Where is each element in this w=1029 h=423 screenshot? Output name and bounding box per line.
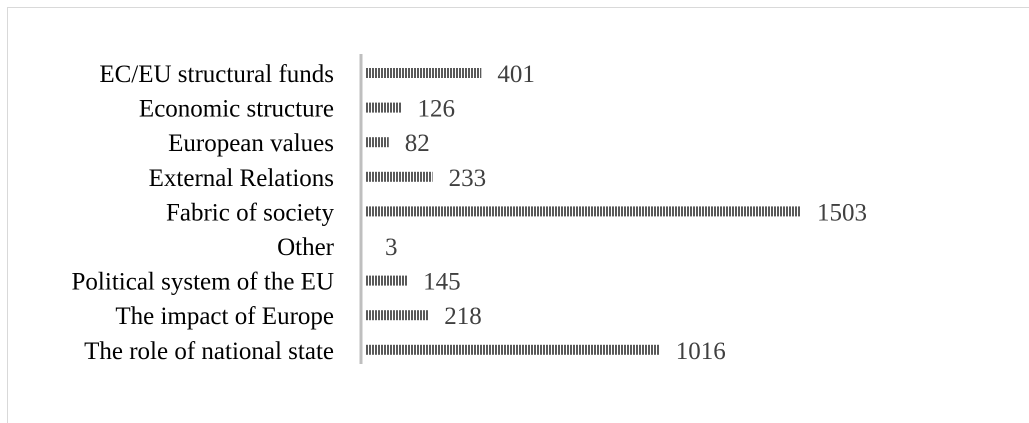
bar [365,206,801,217]
category-label: The impact of Europe [115,303,334,330]
bar [365,137,389,148]
value-label: 218 [444,303,482,330]
category-label: Fabric of society [166,199,335,226]
category-label: The role of national state [84,338,334,365]
value-label: 3 [385,234,398,261]
labels-layer: EC/EU structural funds 401 Economic struct… [72,61,867,365]
bar [365,102,402,113]
value-label: 1503 [817,199,867,226]
bar [365,68,482,78]
category-label: EC/EU structural funds [99,61,334,88]
bars-layer [365,68,801,355]
category-label: External Relations [149,165,334,192]
value-label: 401 [497,61,535,88]
value-label: 1016 [676,338,726,365]
bar [365,344,660,355]
category-label: European values [168,130,334,157]
bar [365,310,429,321]
value-label: 145 [423,269,461,296]
category-label: Other [277,234,335,261]
category-label: Political system of the EU [72,269,334,296]
value-label: 126 [418,96,456,123]
category-label: Economic structure [139,96,334,123]
bar [365,275,408,286]
bar [365,171,433,182]
value-label: 233 [449,165,487,192]
value-label: 82 [405,130,430,157]
